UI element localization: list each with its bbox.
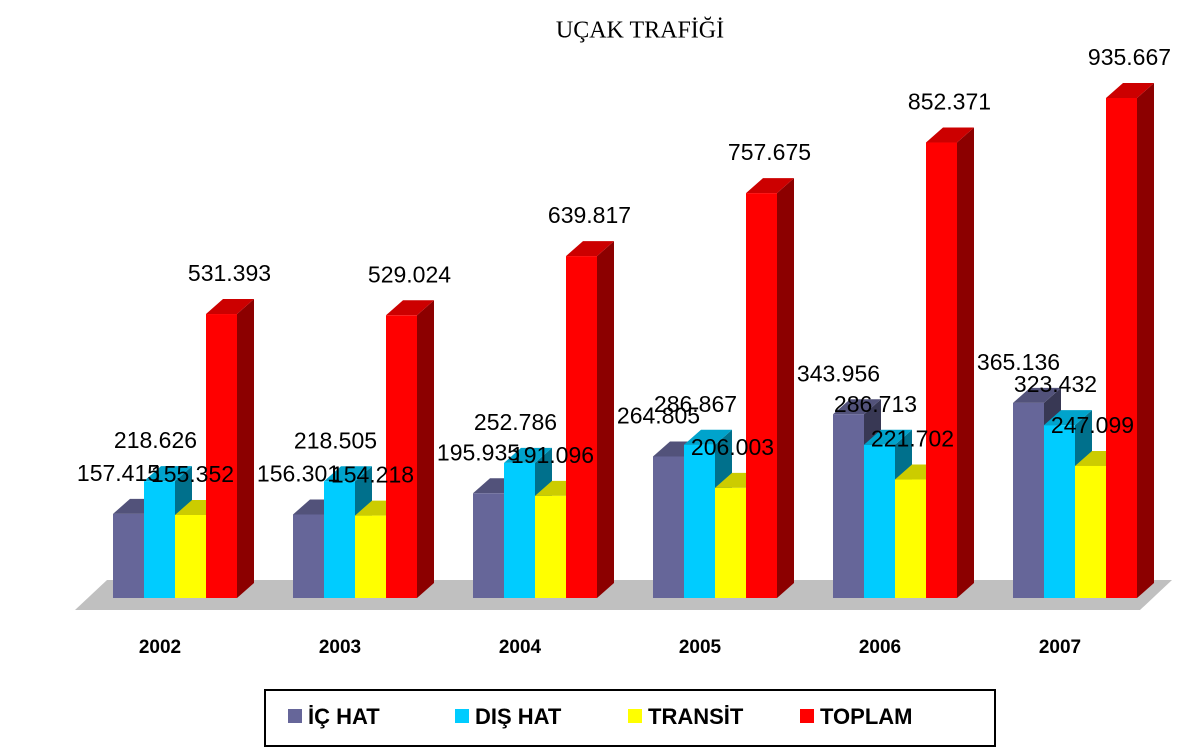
bar: [293, 514, 324, 598]
bar: [1106, 98, 1137, 598]
value-label: 343.956: [797, 360, 880, 386]
bar: [1044, 425, 1075, 598]
legend-label: TRANSİT: [648, 704, 744, 729]
bar-top: [386, 300, 434, 316]
bar: [355, 515, 386, 598]
value-label: 639.817: [548, 202, 631, 228]
bar: [386, 315, 417, 598]
bar-top: [1106, 83, 1154, 98]
bar: [473, 493, 504, 598]
value-label: 247.099: [1051, 412, 1134, 438]
value-label: 529.024: [368, 261, 451, 287]
bar: [653, 456, 684, 598]
bar-top: [206, 299, 254, 315]
bar-top: [1044, 410, 1092, 426]
value-label: 221.702: [871, 426, 954, 452]
bar-side: [777, 178, 794, 598]
bar-top: [324, 466, 372, 482]
bar: [113, 513, 144, 598]
bar-side: [417, 300, 434, 598]
bar: [175, 514, 206, 598]
bar: [1075, 465, 1106, 598]
bar-top: [144, 466, 192, 482]
value-label: 218.505: [294, 427, 377, 453]
value-label: 156.301: [257, 461, 340, 487]
value-label: 191.096: [511, 442, 594, 468]
value-label: 286.867: [654, 391, 737, 417]
x-tick-label: 2005: [679, 637, 722, 658]
bar: [926, 142, 957, 598]
value-label: 264.805: [617, 403, 700, 429]
legend-label: İÇ HAT: [308, 704, 380, 729]
bar-top: [684, 429, 732, 445]
value-label: 365.136: [977, 349, 1060, 375]
x-tick-label: 2007: [1039, 637, 1081, 658]
value-label: 286.713: [834, 391, 917, 417]
bar: [715, 487, 746, 598]
value-label: 206.003: [691, 434, 774, 460]
value-label: 252.786: [474, 409, 557, 435]
value-label: 531.393: [188, 260, 271, 286]
value-label: 155.352: [151, 461, 234, 487]
legend-swatch: [455, 709, 469, 723]
bar-top: [1013, 387, 1061, 403]
bar: [535, 495, 566, 598]
value-label: 852.371: [908, 89, 991, 115]
legend-label: DIŞ HAT: [475, 704, 562, 729]
value-label: 218.626: [114, 427, 197, 453]
bar-top: [833, 399, 881, 415]
bar-top: [926, 127, 974, 143]
bar-side: [237, 299, 254, 598]
bar-side: [1137, 83, 1154, 598]
x-tick-label: 2002: [139, 637, 181, 658]
bar: [864, 444, 895, 598]
bar: [1013, 402, 1044, 598]
value-label: 323.432: [1014, 371, 1097, 397]
bar-side: [597, 241, 614, 599]
value-label: 935.667: [1088, 44, 1171, 70]
bar: [566, 256, 597, 598]
value-label: 195.935: [437, 439, 520, 465]
bar-top: [504, 447, 552, 463]
bar-top: [864, 429, 912, 445]
legend-swatch: [288, 709, 302, 723]
value-label: 757.675: [728, 139, 811, 165]
value-label: 157.415: [77, 460, 160, 486]
bar: [833, 414, 864, 598]
bar: [206, 314, 237, 598]
bar: [895, 479, 926, 598]
bar: [746, 193, 777, 598]
x-tick-label: 2006: [859, 637, 901, 658]
bar: [144, 481, 175, 598]
bar: [504, 462, 535, 598]
bar: [684, 444, 715, 598]
legend-label: TOPLAM: [820, 704, 912, 729]
bar-top: [566, 241, 614, 257]
bar-side: [957, 127, 974, 598]
value-label: 154.218: [331, 462, 414, 488]
x-tick-label: 2003: [319, 637, 361, 658]
x-tick-label: 2004: [499, 637, 542, 658]
bar: [324, 481, 355, 598]
chart-title: UÇAK TRAFİĞİ: [556, 18, 724, 44]
bar-top: [746, 178, 794, 194]
legend-swatch: [800, 709, 814, 723]
legend-swatch: [628, 709, 642, 723]
